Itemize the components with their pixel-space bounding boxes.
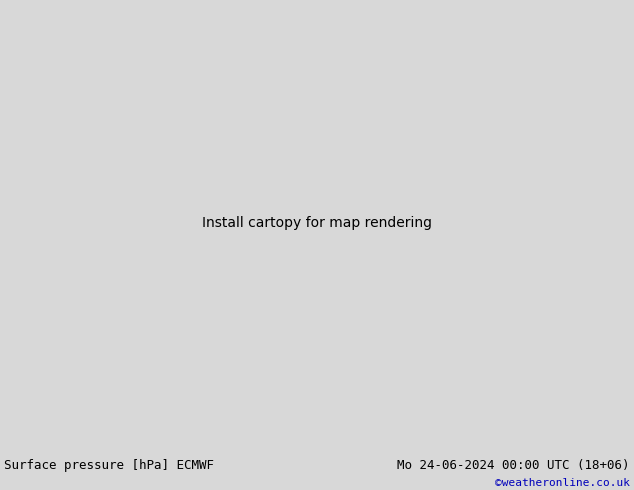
Text: Install cartopy for map rendering: Install cartopy for map rendering xyxy=(202,216,432,230)
Text: Mo 24-06-2024 00:00 UTC (18+06): Mo 24-06-2024 00:00 UTC (18+06) xyxy=(397,459,630,472)
Text: ©weatheronline.co.uk: ©weatheronline.co.uk xyxy=(495,478,630,488)
Text: Surface pressure [hPa] ECMWF: Surface pressure [hPa] ECMWF xyxy=(4,459,214,472)
